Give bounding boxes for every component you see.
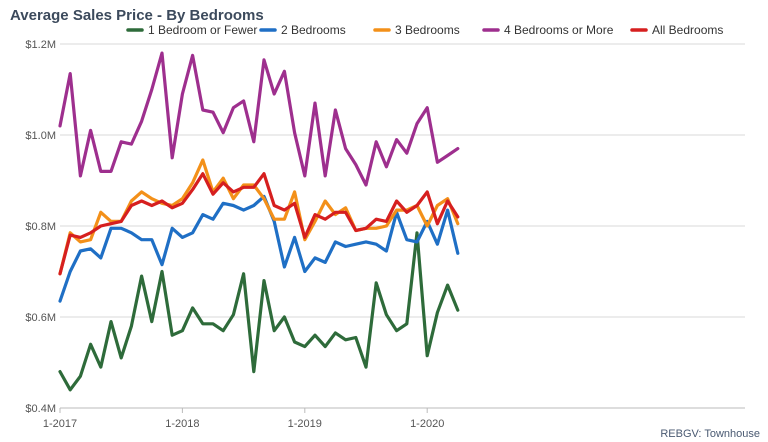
legend-label: 3 Bedrooms xyxy=(395,23,460,37)
grid xyxy=(60,43,745,409)
x-tick-label: 1-2018 xyxy=(165,418,199,430)
y-tick-label: $0.8M xyxy=(25,221,56,233)
series-line-5 xyxy=(58,172,460,276)
y-axis-ticks: $0.4M $0.6M $0.8M $1.0M $1.2M xyxy=(25,39,56,415)
y-tick-label: $1.2M xyxy=(25,39,56,51)
series-line-2 xyxy=(58,194,460,303)
legend: 1 Bedroom or Fewer 2 Bedrooms 3 Bedrooms 4 … xyxy=(126,23,723,37)
legend-label: 1 Bedroom or Fewer xyxy=(148,23,257,37)
chart-title: Average Sales Price - By Bedrooms xyxy=(10,7,264,24)
x-tick-label: 1-2020 xyxy=(410,418,444,430)
legend-label: 2 Bedrooms xyxy=(281,23,346,37)
legend-label: All Bedrooms xyxy=(652,23,723,37)
x-tick-label: 1-2017 xyxy=(43,418,77,430)
x-axis-ticks: 1-2017 1-2018 1-2019 1-2020 xyxy=(43,408,444,430)
series-line-4 xyxy=(58,51,460,187)
source-note: REBGV: Townhouse xyxy=(660,428,760,440)
y-tick-label: $0.6M xyxy=(25,312,56,324)
x-tick-label: 1-2019 xyxy=(288,418,322,430)
y-tick-label: $0.4M xyxy=(25,403,56,415)
legend-label: 4 Bedrooms or More xyxy=(504,23,614,37)
series-line-1 xyxy=(58,231,460,392)
y-tick-label: $1.0M xyxy=(25,130,56,142)
series-group xyxy=(58,51,460,392)
